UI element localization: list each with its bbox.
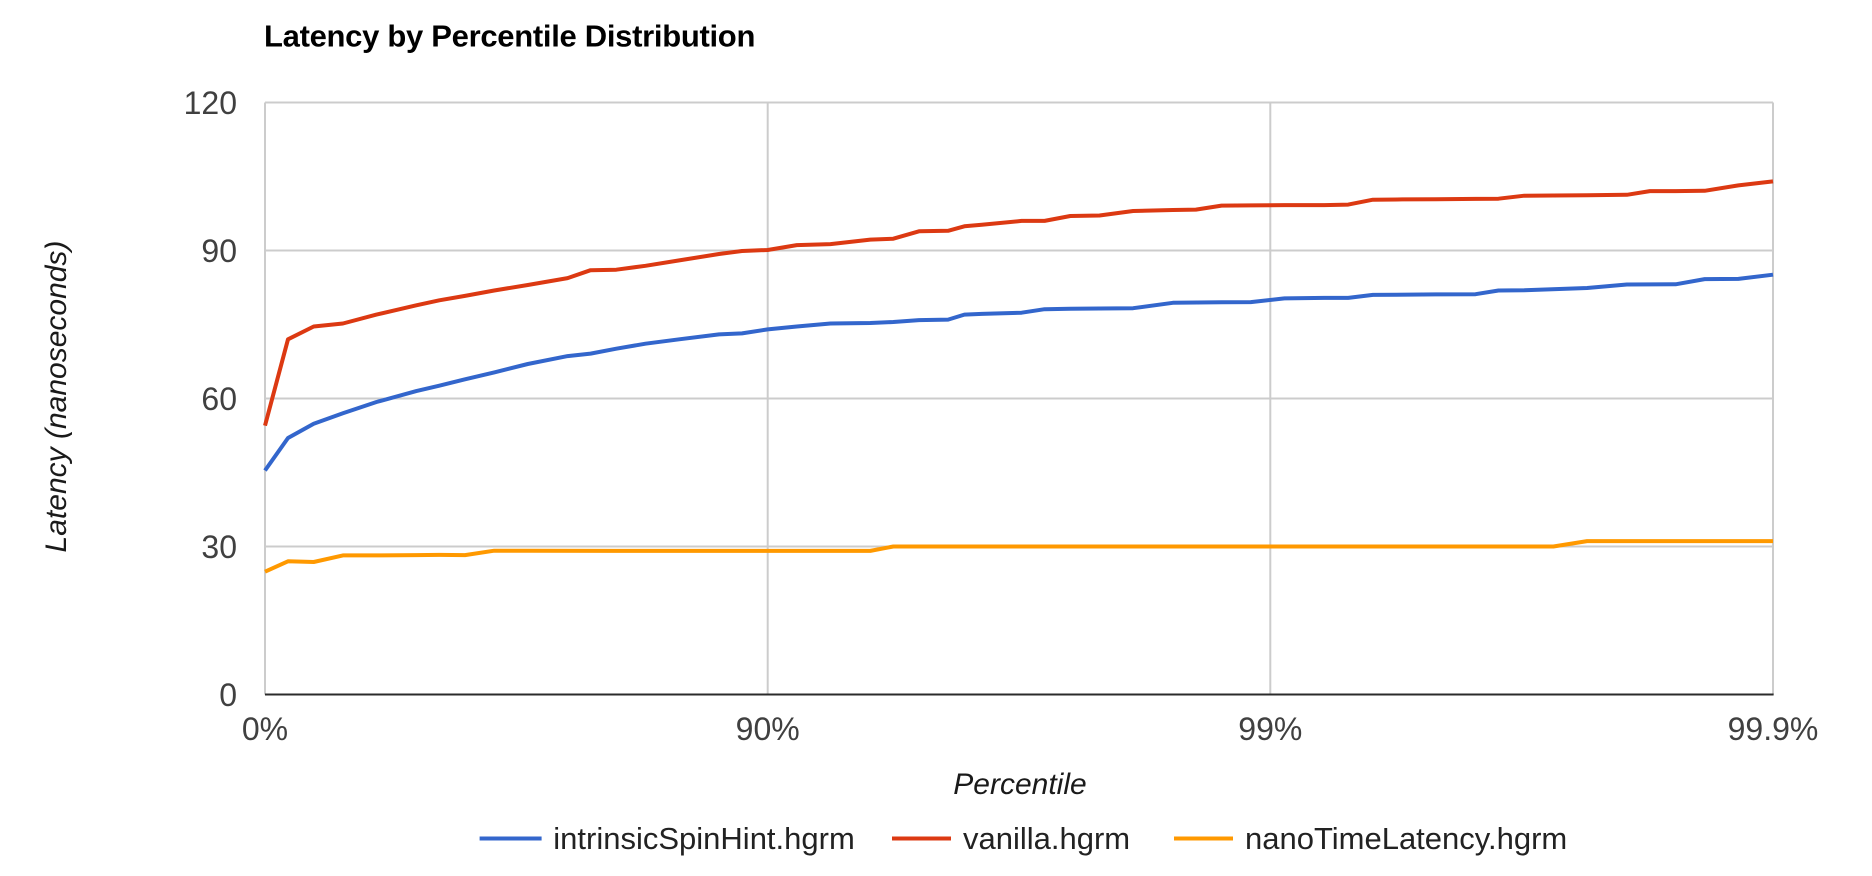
svg-text:90%: 90%	[736, 711, 800, 747]
svg-text:30: 30	[201, 529, 237, 565]
svg-text:intrinsicSpinHint.hgrm: intrinsicSpinHint.hgrm	[553, 821, 855, 856]
svg-text:vanilla.hgrm: vanilla.hgrm	[963, 821, 1130, 856]
svg-text:120: 120	[184, 85, 237, 121]
svg-text:99.9%: 99.9%	[1728, 711, 1819, 747]
svg-text:Latency by Percentile Distribu: Latency by Percentile Distribution	[264, 19, 755, 54]
svg-text:0%: 0%	[242, 711, 288, 747]
svg-text:0: 0	[219, 677, 237, 713]
svg-text:90: 90	[201, 233, 237, 269]
svg-text:60: 60	[201, 381, 237, 417]
svg-text:99%: 99%	[1238, 711, 1302, 747]
svg-text:Latency (nanoseconds): Latency (nanoseconds)	[40, 241, 73, 553]
svg-text:Percentile: Percentile	[953, 768, 1086, 801]
svg-text:nanoTimeLatency.hgrm: nanoTimeLatency.hgrm	[1245, 821, 1567, 856]
